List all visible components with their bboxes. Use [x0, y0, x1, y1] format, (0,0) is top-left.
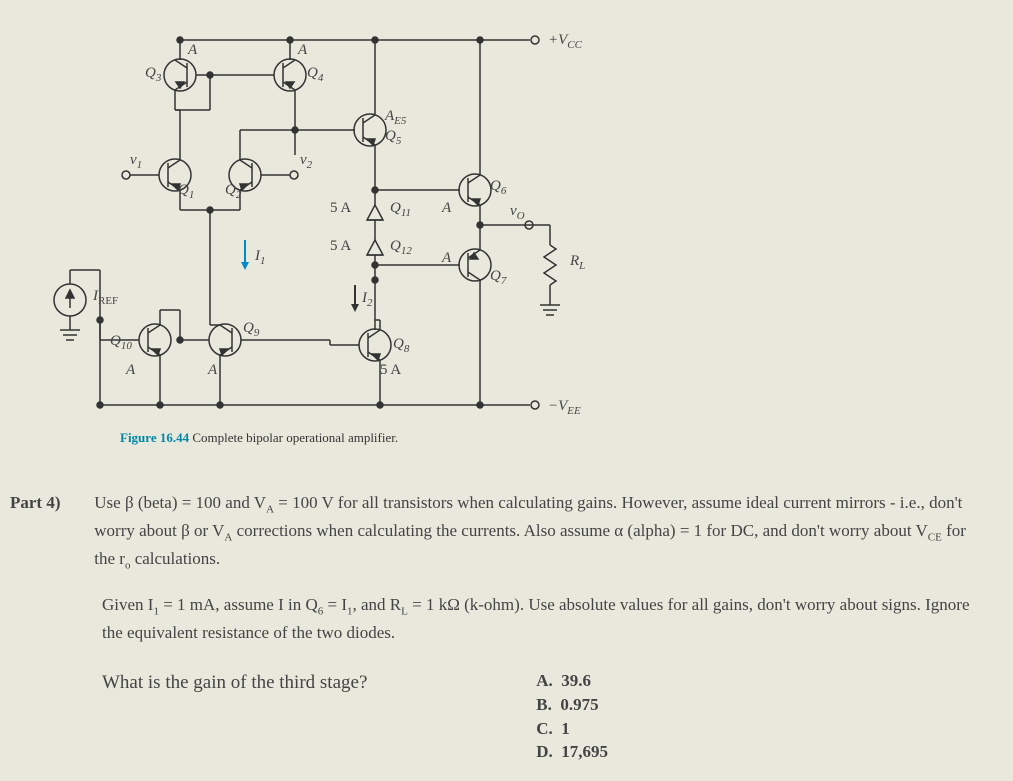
paragraph-2: Given I1 = 1 mA, assume I in Q6 = I1, an… — [102, 592, 982, 645]
option-a: A. 39.6 — [536, 669, 608, 693]
rl-label: RL — [570, 253, 585, 272]
option-b: B. 0.975 — [536, 693, 608, 717]
q11-label: Q11 — [390, 200, 411, 219]
vee-label: −VEE — [548, 398, 581, 417]
q7-label: Q7 — [490, 268, 506, 287]
vo-label: vO — [510, 203, 525, 222]
part-label: Part 4) — [10, 490, 90, 516]
vcc-label: +VCC — [548, 32, 582, 51]
a-label-q6: A — [442, 200, 451, 217]
figure-number: Figure 16.44 — [120, 430, 189, 445]
circuit-diagram: +VCC −VEE A A Q3 Q4 v1 v2 Q1 Q2 AE5 Q5 Q… — [30, 10, 650, 430]
iref-label: IREF — [93, 288, 118, 307]
q11-area: 5 A — [330, 200, 351, 217]
q10-label: Q10 — [110, 333, 132, 352]
a-label-q3: A — [188, 42, 197, 59]
q8-area: 5 A — [380, 362, 401, 379]
v2-label: v2 — [300, 152, 312, 171]
q12-label: Q12 — [390, 238, 412, 257]
circuit-svg — [30, 10, 650, 430]
q8-label: Q8 — [393, 336, 409, 355]
q4-label: Q4 — [307, 65, 323, 84]
i1-label: I1 — [255, 248, 266, 267]
q2-label: Q2 — [225, 182, 241, 201]
option-c: C. 1 — [536, 717, 608, 741]
q1-label: Q1 — [178, 182, 194, 201]
a-label-q4: A — [298, 42, 307, 59]
i2-label: I2 — [362, 290, 373, 309]
q12-area: 5 A — [330, 238, 351, 255]
question-text: What is the gain of the third stage? — [102, 669, 502, 698]
a-label-q9: A — [208, 362, 217, 379]
problem-text: Part 4) Use β (beta) = 100 and VA = 100 … — [10, 490, 990, 764]
figure-caption: Figure 16.44 Complete bipolar operationa… — [120, 430, 398, 446]
q9-label: Q9 — [243, 320, 259, 339]
ae5-label: AE5 — [385, 108, 406, 127]
option-d: D. 17,695 — [536, 740, 608, 764]
q3-label: Q3 — [145, 65, 161, 84]
q6-label: Q6 — [490, 178, 506, 197]
a-label-q10: A — [126, 362, 135, 379]
paragraph-1: Use β (beta) = 100 and VA = 100 V for al… — [94, 490, 974, 574]
answer-options: A. 39.6 B. 0.975 C. 1 D. 17,695 — [536, 669, 608, 764]
q5-label: Q5 — [385, 128, 401, 147]
a-label-q7: A — [442, 250, 451, 267]
figure-caption-text: Complete bipolar operational amplifier. — [189, 430, 398, 445]
v1-label: v1 — [130, 152, 142, 171]
